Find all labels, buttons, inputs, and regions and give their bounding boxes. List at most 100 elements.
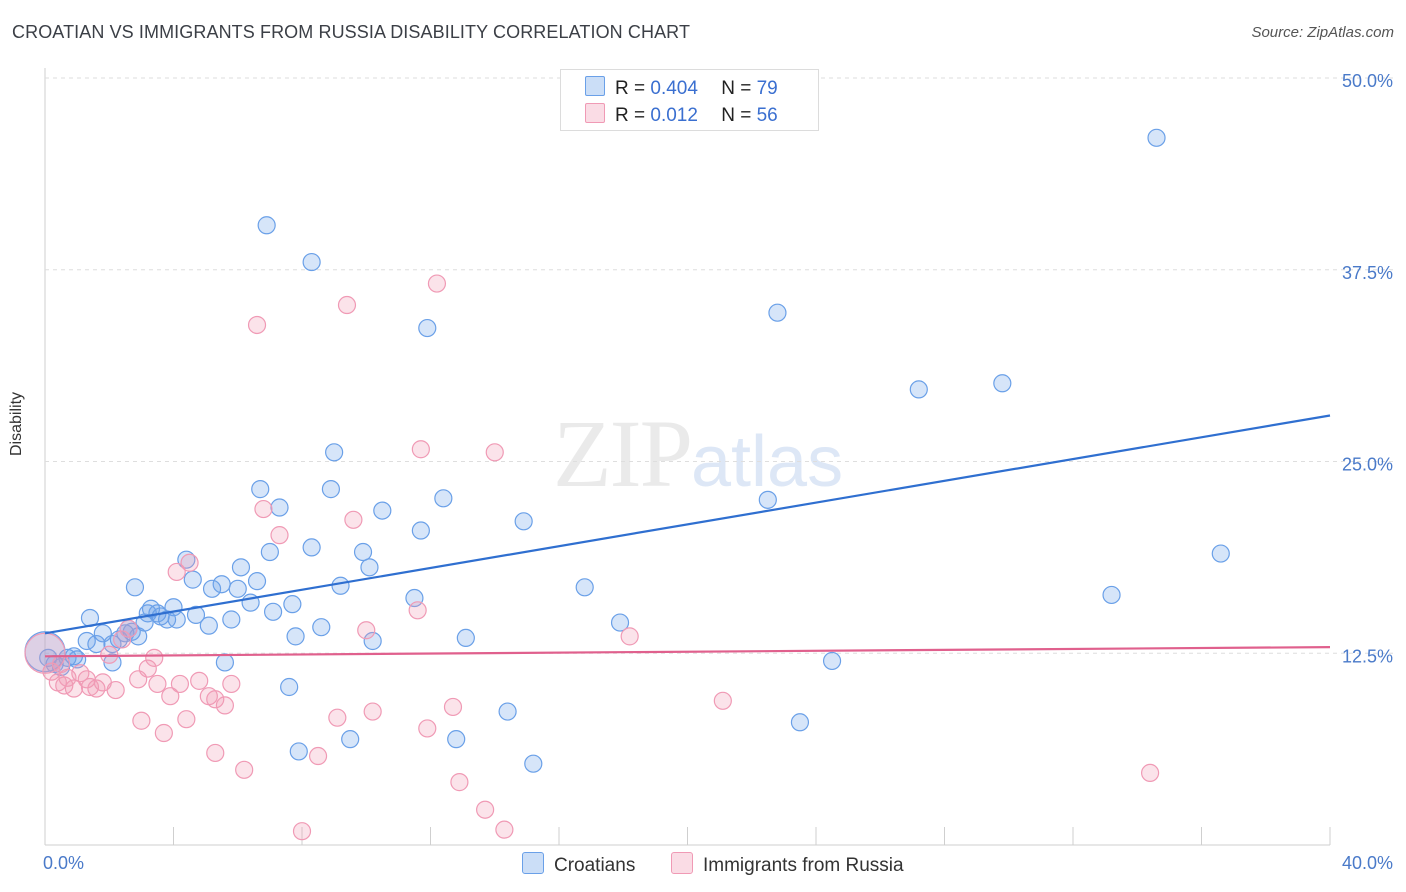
point-croatians bbox=[498, 702, 517, 721]
point-croatians bbox=[341, 730, 360, 749]
swatch-croatians bbox=[585, 76, 605, 96]
point-croatians bbox=[822, 651, 842, 671]
point-croatians bbox=[87, 634, 106, 654]
point-russia bbox=[411, 440, 430, 459]
point-russia bbox=[206, 690, 225, 709]
point-croatians bbox=[331, 576, 350, 595]
point-croatians bbox=[909, 380, 928, 399]
point-croatians bbox=[202, 579, 222, 598]
point-croatians bbox=[257, 216, 276, 235]
point-russia bbox=[292, 822, 312, 841]
watermark-zip: ZIP bbox=[553, 400, 693, 507]
y-tick-label: 12.5% bbox=[1342, 646, 1393, 666]
point-croatians bbox=[1147, 128, 1166, 147]
point-croatians bbox=[289, 742, 308, 761]
r-label: R = bbox=[615, 78, 651, 99]
trendline-croatians bbox=[44, 414, 1331, 635]
point-russia bbox=[328, 708, 347, 727]
y-tick-label: 37.5% bbox=[1342, 263, 1393, 283]
point-russia bbox=[620, 627, 639, 646]
point-croatians bbox=[363, 631, 382, 651]
point-russia bbox=[161, 687, 180, 706]
point-croatians bbox=[212, 575, 231, 594]
swatch-russia bbox=[585, 103, 605, 123]
point-russia bbox=[254, 499, 273, 519]
point-croatians bbox=[302, 252, 321, 272]
point-russia bbox=[24, 632, 66, 674]
point-croatians bbox=[312, 618, 331, 637]
point-croatians bbox=[122, 622, 141, 641]
point-croatians bbox=[353, 542, 373, 562]
point-croatians bbox=[186, 605, 206, 625]
point-russia bbox=[443, 697, 463, 717]
point-croatians bbox=[575, 578, 594, 597]
r-value: 0.012 bbox=[650, 105, 698, 126]
point-russia bbox=[145, 648, 164, 667]
point-croatians bbox=[141, 599, 161, 618]
point-russia bbox=[148, 674, 167, 694]
n-value: 56 bbox=[756, 105, 778, 126]
point-russia bbox=[495, 820, 514, 839]
point-croatians bbox=[263, 602, 283, 621]
point-croatians bbox=[610, 613, 630, 632]
point-russia bbox=[1140, 763, 1160, 783]
point-russia bbox=[106, 680, 125, 700]
point-russia bbox=[270, 526, 289, 545]
point-russia bbox=[427, 274, 447, 293]
stats-legend-row-russia: R = 0.012 N = 56 bbox=[585, 103, 778, 127]
point-croatians bbox=[247, 572, 267, 591]
n-label: N = bbox=[721, 78, 757, 99]
point-russia bbox=[713, 691, 732, 710]
point-croatians bbox=[447, 730, 466, 749]
point-russia bbox=[344, 510, 363, 529]
point-russia bbox=[485, 443, 504, 462]
point-russia bbox=[215, 696, 234, 715]
point-russia bbox=[167, 562, 186, 582]
source-label: Source: ZipAtlas.com bbox=[1251, 24, 1394, 41]
point-croatians bbox=[270, 498, 289, 517]
y-tick-label: 50.0% bbox=[1342, 71, 1393, 91]
n-value: 79 bbox=[756, 78, 778, 99]
legend-item-croatians: Croatians bbox=[522, 852, 635, 877]
point-croatians bbox=[456, 628, 475, 648]
point-croatians bbox=[993, 374, 1012, 393]
point-croatians bbox=[167, 610, 186, 629]
point-russia bbox=[206, 743, 225, 763]
watermark: ZIPatlas bbox=[553, 398, 843, 509]
point-russia bbox=[308, 746, 328, 766]
point-russia bbox=[476, 800, 495, 819]
point-croatians bbox=[524, 754, 543, 773]
point-russia bbox=[408, 601, 427, 620]
point-russia bbox=[337, 295, 357, 315]
n-label: N = bbox=[721, 105, 757, 126]
trendline-russia bbox=[44, 646, 1331, 658]
y-tick-label: 25.0% bbox=[1342, 455, 1393, 475]
point-croatians bbox=[302, 538, 321, 557]
point-russia bbox=[132, 711, 151, 730]
chart-title: CROATIAN VS IMMIGRANTS FROM RUSSIA DISAB… bbox=[12, 22, 691, 42]
legend-swatch-croatians bbox=[522, 852, 544, 874]
legend-swatch-russia bbox=[671, 852, 693, 874]
point-russia bbox=[112, 630, 132, 649]
point-croatians bbox=[215, 653, 234, 672]
legend-label-russia: Immigrants from Russia bbox=[703, 855, 904, 876]
point-russia bbox=[170, 674, 190, 694]
point-croatians bbox=[177, 550, 196, 569]
point-croatians bbox=[1211, 544, 1230, 563]
point-russia bbox=[180, 553, 199, 572]
point-croatians bbox=[418, 318, 437, 338]
legend-label-croatians: Croatians bbox=[554, 855, 636, 876]
point-russia bbox=[235, 760, 254, 779]
point-croatians bbox=[222, 610, 241, 629]
point-croatians bbox=[231, 558, 251, 577]
point-russia bbox=[357, 621, 376, 640]
point-croatians bbox=[251, 480, 270, 499]
point-russia bbox=[138, 659, 157, 678]
point-croatians bbox=[790, 713, 810, 732]
point-russia bbox=[450, 773, 469, 792]
point-croatians bbox=[321, 480, 341, 499]
stats-legend-row-croatians: R = 0.404 N = 79 bbox=[585, 76, 778, 100]
point-croatians bbox=[183, 570, 202, 589]
point-russia bbox=[222, 674, 241, 694]
